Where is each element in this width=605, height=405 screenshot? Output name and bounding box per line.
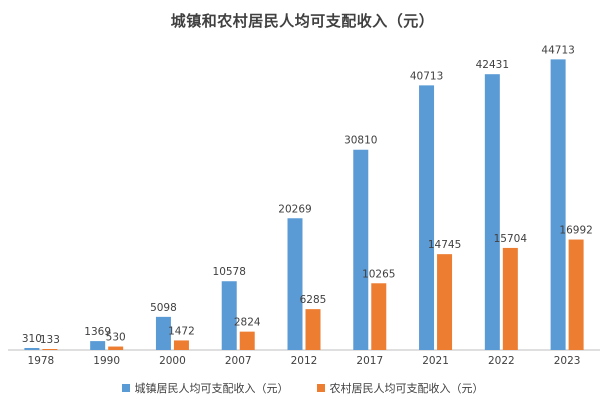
legend-label-urban: 城镇居民人均可支配收入（元） <box>134 382 289 395</box>
data-label-urban-1978: 310 <box>22 333 42 345</box>
data-label-urban-1990: 1369 <box>84 326 111 338</box>
x-tick-label-2017: 2017 <box>356 355 383 367</box>
data-label-urban-2012: 20269 <box>278 203 311 215</box>
x-tick-label-2022: 2022 <box>488 355 515 367</box>
data-label-rural-2017: 10265 <box>362 268 395 280</box>
data-label-urban-2021: 40713 <box>410 70 443 82</box>
data-label-urban-2022: 42431 <box>476 59 509 71</box>
data-label-rural-1978: 133 <box>40 334 60 346</box>
data-label-urban-2000: 5098 <box>150 302 177 314</box>
legend-swatch-rural <box>316 384 325 392</box>
bar-urban-2000 <box>155 316 171 350</box>
x-tick-label-2023: 2023 <box>554 355 581 367</box>
data-label-rural-2007: 2824 <box>234 317 261 329</box>
legend-item-urban: 城镇居民人均可支配收入（元） <box>121 380 289 396</box>
bar-urban-1990 <box>90 341 106 350</box>
bar-urban-2017 <box>353 149 369 350</box>
data-label-urban-2017: 30810 <box>344 135 377 147</box>
legend-swatch-urban <box>121 384 130 392</box>
data-label-urban-2007: 10578 <box>213 266 246 278</box>
x-tick-label-2007: 2007 <box>225 355 252 367</box>
chart-title: 城镇和农村居民人均可支配收入（元） <box>170 12 435 30</box>
data-label-rural-2021: 14745 <box>428 239 461 251</box>
bar-rural-2017 <box>371 283 387 350</box>
x-tick-label-1978: 1978 <box>28 355 55 367</box>
x-tick-label-2000: 2000 <box>159 355 186 367</box>
bar-rural-2021 <box>437 254 453 350</box>
data-label-rural-2022: 15704 <box>494 233 528 245</box>
bar-urban-2007 <box>221 281 237 350</box>
bar-rural-2023 <box>568 239 584 350</box>
bar-urban-2022 <box>484 74 500 351</box>
bar-rural-2000 <box>173 340 189 350</box>
bar-urban-1978 <box>24 347 40 350</box>
legend-label-rural: 农村居民人均可支配收入（元） <box>329 382 484 395</box>
data-label-rural-1990: 530 <box>106 332 126 344</box>
data-label-rural-2012: 6285 <box>300 294 327 306</box>
x-tick-label-2021: 2021 <box>422 355 449 367</box>
bar-urban-2023 <box>550 59 566 350</box>
legend-item-rural: 农村居民人均可支配收入（元） <box>316 380 484 396</box>
bar-urban-2021 <box>419 85 435 350</box>
bar-rural-2012 <box>305 309 321 350</box>
data-label-rural-2000: 1472 <box>168 325 195 337</box>
x-tick-label-2012: 2012 <box>291 355 318 367</box>
x-tick-label-1990: 1990 <box>93 355 120 367</box>
bar-urban-2012 <box>287 218 303 350</box>
bar-rural-2007 <box>239 331 255 350</box>
data-label-urban-2023: 44713 <box>541 44 574 56</box>
legend: 城镇居民人均可支配收入（元） 农村居民人均可支配收入（元） <box>0 380 605 396</box>
bar-rural-1990 <box>108 346 124 350</box>
data-label-rural-2023: 16992 <box>559 225 592 237</box>
bar-rural-1978 <box>42 349 58 350</box>
bar-rural-2022 <box>502 247 518 350</box>
